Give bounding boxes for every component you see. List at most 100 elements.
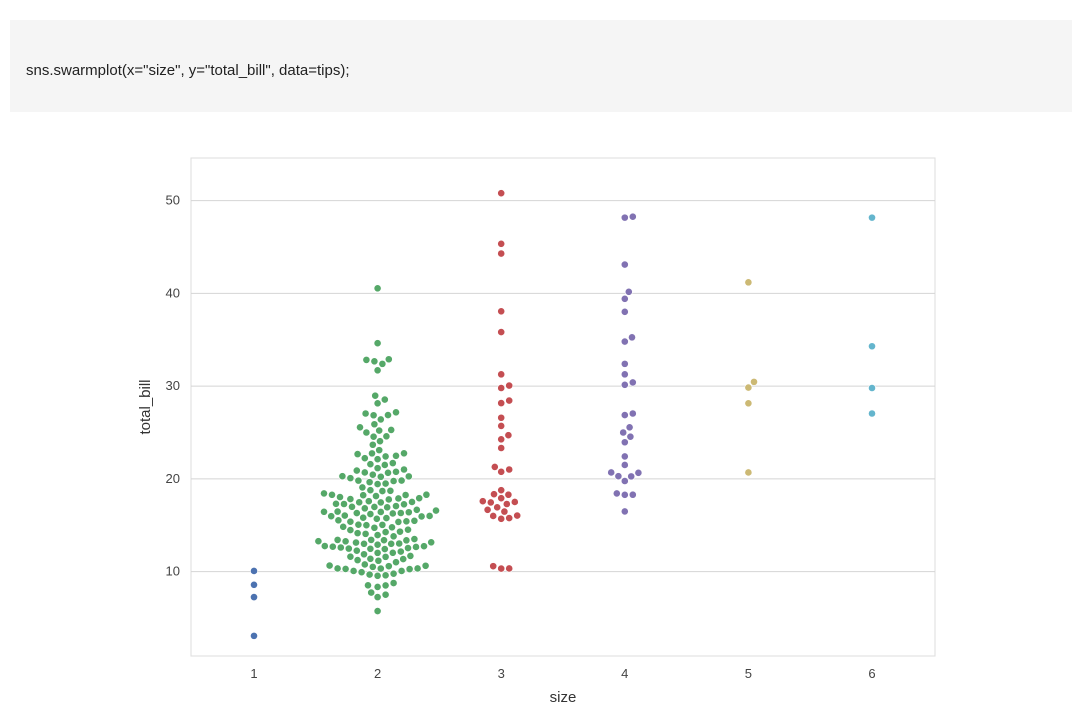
data-point — [505, 396, 514, 405]
data-point — [384, 355, 393, 364]
data-point — [362, 521, 371, 530]
data-point — [406, 552, 415, 560]
data-point — [328, 490, 336, 499]
data-point — [361, 409, 370, 418]
data-point — [744, 399, 753, 408]
data-point — [360, 454, 369, 463]
data-point — [486, 498, 495, 507]
data-point — [404, 525, 412, 534]
data-point — [373, 464, 382, 473]
data-point — [500, 507, 509, 516]
data-point — [376, 437, 384, 446]
data-point — [383, 503, 392, 512]
data-point — [373, 531, 382, 539]
data-point — [353, 450, 362, 459]
data-point — [628, 333, 636, 342]
data-point — [405, 565, 414, 574]
x-tick-label: 3 — [498, 666, 505, 681]
data-point — [504, 431, 513, 440]
y-tick-label: 20 — [166, 471, 180, 486]
data-point — [868, 384, 876, 392]
data-point — [744, 278, 753, 287]
data-point — [620, 490, 629, 499]
data-point — [364, 581, 372, 590]
data-point — [373, 571, 382, 580]
data-point — [354, 476, 363, 485]
data-point — [362, 355, 371, 364]
data-point — [620, 461, 629, 469]
data-point — [381, 552, 390, 561]
x-tick-label: 6 — [868, 666, 875, 681]
data-point — [412, 543, 420, 551]
data-point — [376, 564, 385, 573]
data-point — [348, 502, 356, 511]
data-point — [367, 535, 376, 544]
data-point — [626, 432, 635, 441]
data-point — [376, 472, 385, 481]
data-point — [410, 535, 419, 543]
data-point — [364, 497, 373, 506]
data-point — [628, 409, 637, 418]
data-point — [387, 426, 396, 434]
data-point — [612, 489, 621, 498]
data-point — [346, 474, 355, 483]
data-point — [360, 468, 369, 477]
data-point — [628, 378, 637, 387]
data-point — [505, 381, 514, 390]
data-point — [366, 486, 375, 495]
data-point — [394, 494, 403, 503]
data-point — [497, 413, 506, 422]
data-point — [373, 548, 382, 557]
data-point — [366, 460, 375, 469]
data-point — [325, 561, 334, 570]
data-point — [357, 568, 366, 577]
data-point — [490, 463, 499, 471]
data-point — [868, 213, 876, 222]
data-point — [497, 249, 506, 258]
data-point — [619, 428, 628, 437]
data-point — [381, 590, 390, 599]
data-point — [320, 507, 328, 516]
data-point — [620, 438, 629, 447]
data-point — [334, 516, 343, 525]
data-point — [373, 583, 382, 591]
data-point — [392, 451, 400, 460]
data-point — [388, 459, 397, 468]
data-point — [373, 607, 382, 615]
data-point — [387, 539, 396, 548]
data-point — [402, 536, 411, 545]
data-point — [333, 507, 342, 516]
y-tick-label: 50 — [166, 193, 180, 208]
x-tick-labels: 1 2 3 4 5 6 — [250, 666, 875, 681]
data-point — [339, 522, 348, 531]
data-points — [250, 189, 876, 640]
data-point — [620, 452, 629, 461]
data-point — [320, 542, 329, 550]
data-point — [336, 493, 344, 501]
data-point — [336, 543, 345, 552]
data-point — [417, 512, 426, 521]
data-point — [413, 564, 422, 573]
data-point — [370, 357, 379, 366]
data-point — [376, 498, 385, 507]
data-point — [389, 477, 398, 485]
data-point — [376, 508, 385, 516]
data-point — [505, 564, 514, 573]
data-point — [384, 562, 393, 571]
data-point — [362, 428, 371, 437]
data-point — [505, 465, 514, 474]
data-point — [381, 479, 390, 488]
data-point — [392, 558, 400, 567]
data-point — [400, 449, 408, 458]
data-point — [380, 395, 389, 404]
data-point — [397, 567, 406, 575]
code-cell[interactable]: sns.swarmplot(x="size", y="total_bill", … — [10, 20, 1072, 112]
data-point — [381, 528, 390, 537]
data-point — [497, 494, 506, 503]
data-point — [376, 415, 385, 424]
data-point — [401, 491, 410, 499]
data-point — [341, 537, 350, 546]
data-point — [497, 422, 506, 430]
data-point — [250, 593, 258, 602]
data-point — [333, 564, 342, 573]
